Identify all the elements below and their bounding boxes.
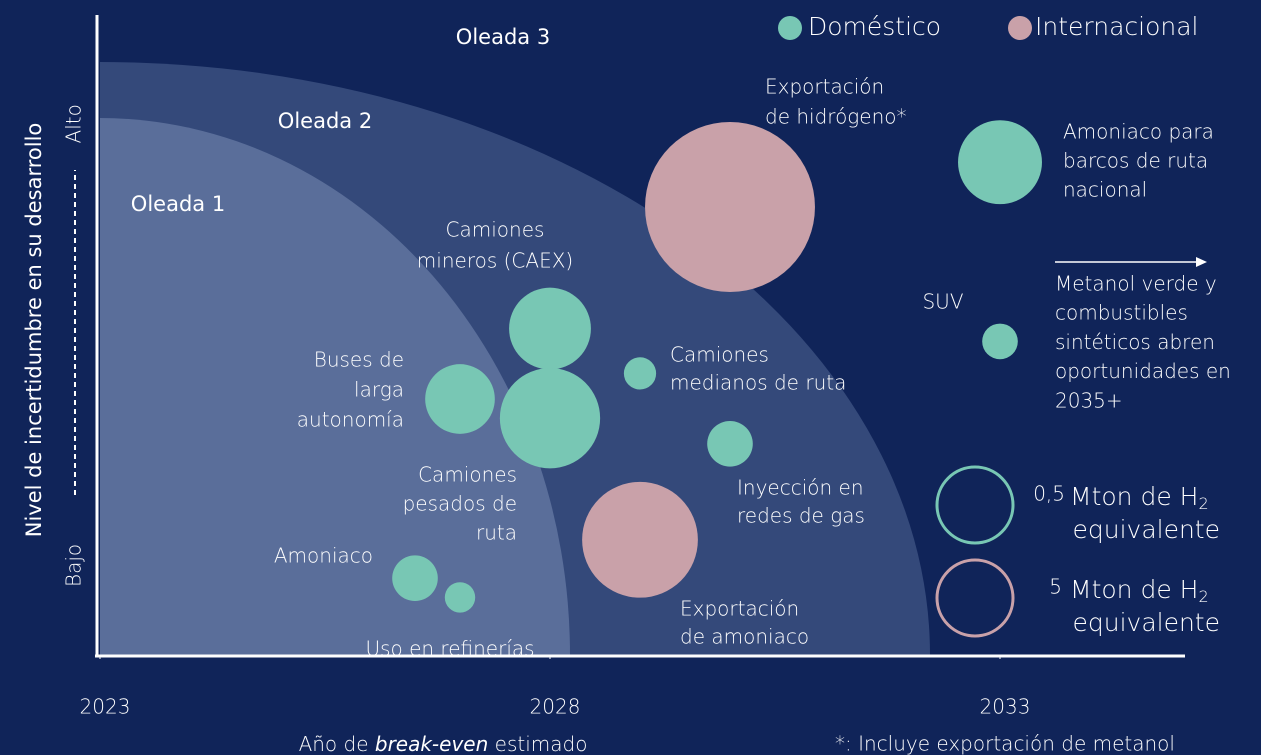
legend-swatch <box>1008 16 1032 40</box>
annotation-arrowhead <box>1196 257 1207 267</box>
y-tick-label: Bajo <box>62 544 86 587</box>
wave-1-area <box>100 118 570 655</box>
bubble <box>582 481 698 598</box>
annotation: sintéticos abren <box>1055 330 1215 354</box>
bubble-label: SUV <box>922 290 963 314</box>
x-tick-label: 2033 <box>980 695 1031 719</box>
wave-label: Oleada 2 <box>278 109 372 133</box>
wave-label: Oleada 3 <box>456 25 550 49</box>
x-axis-label-part: estimado <box>488 732 587 755</box>
bubble-label: Inyección en <box>737 476 864 500</box>
bubble-label: mineros (CAEX) <box>417 249 573 273</box>
bubble <box>707 421 753 467</box>
bubble <box>958 120 1042 205</box>
bubble <box>623 357 657 390</box>
bubble <box>425 364 495 434</box>
x-tick-label: 2028 <box>530 695 581 719</box>
bubble <box>509 287 591 370</box>
bubble <box>444 582 476 613</box>
bubble-label: Amoniaco para <box>1063 120 1214 144</box>
size-legend-circle <box>935 465 1015 545</box>
size-legend-unit-sub: 2 <box>1198 494 1208 513</box>
bubble-label: Camiones <box>670 343 769 367</box>
size-legend-unit: equivalente <box>1072 608 1220 637</box>
annotation: oportunidades en <box>1055 359 1231 383</box>
annotation: 2035+ <box>1055 388 1123 412</box>
x-tick-label: 2023 <box>80 695 131 719</box>
bubble-label: nacional <box>1063 178 1147 202</box>
bubble-label: de hidrógeno* <box>765 105 907 129</box>
size-legend-unit: Mton de H2 <box>1070 482 1209 513</box>
size-legend-value: 5 <box>1049 575 1062 599</box>
bubble-label: larga <box>354 378 404 402</box>
y-axis-label: Nivel de incertidumbre en su desarrollo <box>22 123 46 538</box>
x-axis-label-part: Año de <box>299 732 375 755</box>
bubble <box>982 323 1018 360</box>
annotation: combustibles <box>1055 301 1188 325</box>
bubble-label: Camiones <box>446 218 545 242</box>
size-legend-unit: equivalente <box>1072 515 1220 544</box>
bubble-label: medianos de ruta <box>670 371 846 395</box>
bubble-label: autonomía <box>297 408 404 432</box>
bubble <box>645 122 815 292</box>
bubble-label: de amoniaco <box>680 625 809 649</box>
legend-swatch <box>778 16 802 40</box>
size-legend-value: 0,5 <box>1033 482 1065 506</box>
bubble-label: Buses de <box>314 348 404 372</box>
y-tick-label: Alto <box>62 104 86 143</box>
bubble-label: redes de gas <box>737 504 865 528</box>
bubble-label: ruta <box>476 521 517 545</box>
bubble <box>392 555 438 601</box>
bubble-label: Uso en refinerías <box>365 637 534 661</box>
bubble <box>499 368 601 469</box>
legend-label: Doméstico <box>808 12 941 41</box>
wave-label: Oleada 1 <box>131 192 225 216</box>
bubble-label: Camiones <box>418 463 517 487</box>
x-axis-label: Año de break-even estimado <box>299 732 588 755</box>
bubble-label: Amoniaco <box>274 544 373 568</box>
bubble-label: Exportación <box>765 75 884 99</box>
annotation: Metanol verde y <box>1055 272 1217 296</box>
size-legend-unit-part: Mton de H <box>1070 575 1198 604</box>
footnote: *: Incluye exportación de metanol <box>835 732 1175 755</box>
bubble-label: Exportación <box>680 597 799 621</box>
size-legend-unit: Mton de H2 <box>1070 575 1209 606</box>
size-legend-unit-sub: 2 <box>1198 587 1208 606</box>
bubble-label: barcos de ruta <box>1063 149 1208 173</box>
legend-label: Internacional <box>1035 12 1199 41</box>
bubble-label: pesados de <box>403 492 517 516</box>
x-axis-label-part: break-even <box>375 732 488 755</box>
size-legend-unit-part: Mton de H <box>1070 482 1198 511</box>
size-legend-circle <box>935 558 1015 638</box>
